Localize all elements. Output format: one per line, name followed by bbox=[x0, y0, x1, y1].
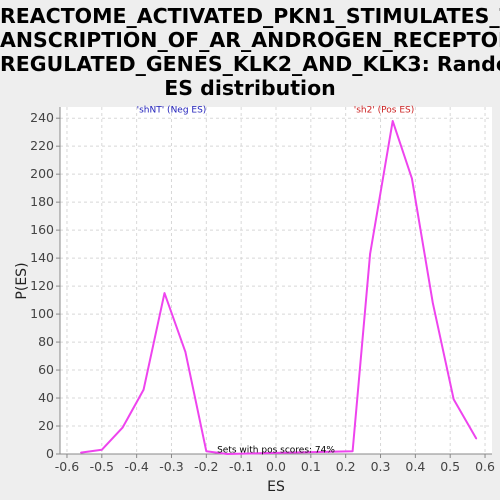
data-point bbox=[475, 437, 478, 440]
y-tick-label: 40 bbox=[38, 390, 54, 405]
y-tick-label: 160 bbox=[30, 222, 54, 237]
y-axis-label: P(ES) bbox=[14, 262, 30, 299]
data-point bbox=[80, 451, 82, 454]
data-point bbox=[142, 388, 145, 391]
data-point bbox=[184, 351, 187, 353]
data-point bbox=[351, 450, 354, 453]
data-point bbox=[226, 453, 229, 455]
x-tick-label: 0.5 bbox=[440, 459, 460, 474]
x-tick-label: -0.5 bbox=[90, 459, 114, 474]
y-tick-label: 180 bbox=[30, 194, 54, 209]
title-line-1: REACTOME_ACTIVATED_PKN1_STIMULATES_TR bbox=[0, 4, 500, 28]
y-tick-label: 120 bbox=[30, 278, 54, 293]
annotation-text: 'shNT' (Neg ES) bbox=[137, 106, 207, 116]
annotations: 'shNT' (Neg ES) 'sh2' (Pos ES) Sets with p… bbox=[137, 106, 415, 456]
x-tick-label: -0.2 bbox=[194, 459, 218, 474]
annotation-text: Sets with pos scores: 74% bbox=[217, 446, 335, 456]
series-layer bbox=[80, 120, 478, 455]
y-tick-label: 200 bbox=[30, 166, 54, 181]
data-point bbox=[163, 292, 166, 294]
axes: -0.6 -0.5 -0.4 -0.3 -0.2 -0.1 0.0 0.1 0.2 0.3 0.4 0… bbox=[30, 107, 495, 474]
data-point bbox=[205, 450, 208, 453]
data-point bbox=[452, 398, 455, 401]
y-tick-label: 60 bbox=[38, 362, 54, 377]
x-tick-label: -0.1 bbox=[229, 459, 253, 474]
data-point bbox=[369, 253, 371, 255]
y-tick-label: 140 bbox=[30, 250, 54, 265]
title-line-3: REGULATED_GENES_KLK2_AND_KLK3: Random bbox=[0, 52, 500, 76]
data-point bbox=[431, 302, 434, 304]
x-tick-label: -0.4 bbox=[124, 459, 148, 474]
data-point bbox=[101, 449, 103, 451]
title-line-2: ANSCRIPTION_OF_AR_ANDROGEN_RECEPTOR_ bbox=[0, 28, 500, 52]
y-tick-label: 240 bbox=[30, 110, 54, 125]
x-tick-label: -0.3 bbox=[159, 459, 183, 474]
x-tick-label: 0.2 bbox=[336, 459, 356, 474]
x-tick-label: 0.1 bbox=[301, 459, 321, 474]
data-point bbox=[411, 177, 413, 180]
annotation-text: 'sh2' (Pos ES) bbox=[354, 106, 415, 116]
y-tick-label: 80 bbox=[38, 334, 54, 349]
x-tick-label: 0.6 bbox=[475, 459, 495, 474]
y-tick-label: 220 bbox=[30, 138, 54, 153]
chart-title: REACTOME_ACTIVATED_PKN1_STIMULATES_TR AN… bbox=[0, 4, 500, 100]
x-tick-label: -0.6 bbox=[55, 459, 79, 474]
y-tick-label: 100 bbox=[30, 306, 54, 321]
grid bbox=[60, 107, 492, 455]
y-tick-label: 0 bbox=[46, 446, 54, 461]
x-tick-label: 0.3 bbox=[371, 459, 391, 474]
title-line-4: ES distribution bbox=[164, 76, 336, 100]
x-axis-label: ES bbox=[267, 479, 285, 495]
data-point bbox=[391, 120, 394, 122]
y-tick-label: 20 bbox=[38, 418, 54, 433]
data-point bbox=[121, 426, 124, 429]
x-tick-label: 0.4 bbox=[405, 459, 425, 474]
x-tick-label: 0.0 bbox=[266, 459, 286, 474]
